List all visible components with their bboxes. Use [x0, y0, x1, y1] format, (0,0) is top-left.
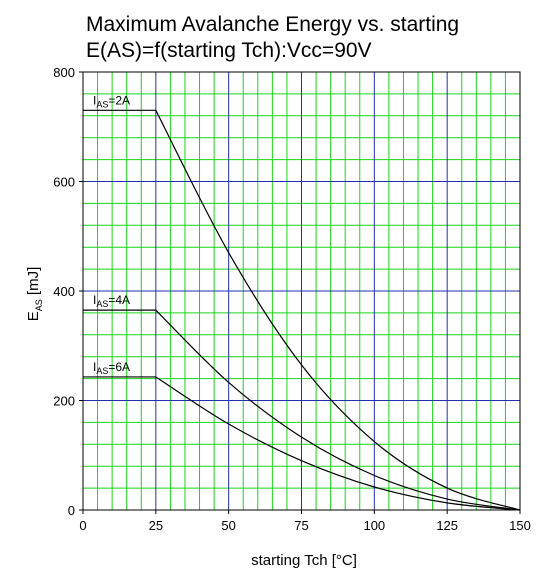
y-axis-label-main: E [25, 311, 42, 321]
series-line-3 [83, 376, 521, 511]
grid-layer [83, 72, 520, 510]
x-axis-label: starting Tch [°C] [251, 552, 357, 569]
series-label-sub: AS [96, 299, 108, 309]
series-line-1 [83, 109, 521, 511]
series-label-1: IAS=2A [93, 93, 130, 109]
y-tick-label: 600 [53, 175, 75, 190]
series-label-main: I [93, 93, 96, 107]
y-axis-label-sub: AS [34, 299, 44, 311]
series-label-value: =4A [108, 293, 130, 307]
series-label-sub: AS [96, 99, 108, 109]
series-layer [83, 109, 521, 511]
y-tick-label: 400 [53, 284, 75, 299]
y-tick-label: 800 [53, 65, 75, 80]
x-tick-label: 0 [79, 518, 86, 533]
chart-subtitle: E(AS)=f(starting Tch):Vcc=90V [86, 39, 372, 62]
series-label-3: IAS=6A [93, 360, 130, 376]
x-tick-label: 125 [436, 518, 458, 533]
tick-layer: 0 25 50 75 100 125 150 0 200 400 600 800 [53, 65, 531, 533]
y-axis-label-unit: [mJ] [25, 267, 42, 300]
x-tick-label: 100 [363, 518, 385, 533]
x-tick-label: 25 [149, 518, 163, 533]
series-label-sub: AS [96, 366, 108, 376]
chart-title: Maximum Avalanche Energy vs. starting [86, 13, 459, 36]
y-tick-label: 0 [68, 503, 75, 518]
chart-title-group: Maximum Avalanche Energy vs. starting E(… [86, 13, 459, 62]
series-label-main: I [93, 293, 96, 307]
x-tick-label: 75 [294, 518, 308, 533]
x-tick-label: 150 [509, 518, 531, 533]
series-line-2 [83, 309, 521, 511]
series-label-2: IAS=4A [93, 293, 130, 309]
series-label-main: I [93, 360, 96, 374]
series-label-value: =2A [108, 93, 130, 107]
x-tick-label: 50 [221, 518, 235, 533]
series-label-value: =6A [108, 360, 130, 374]
y-axis-label: EAS [mJ] [25, 267, 44, 322]
y-tick-label: 200 [53, 394, 75, 409]
